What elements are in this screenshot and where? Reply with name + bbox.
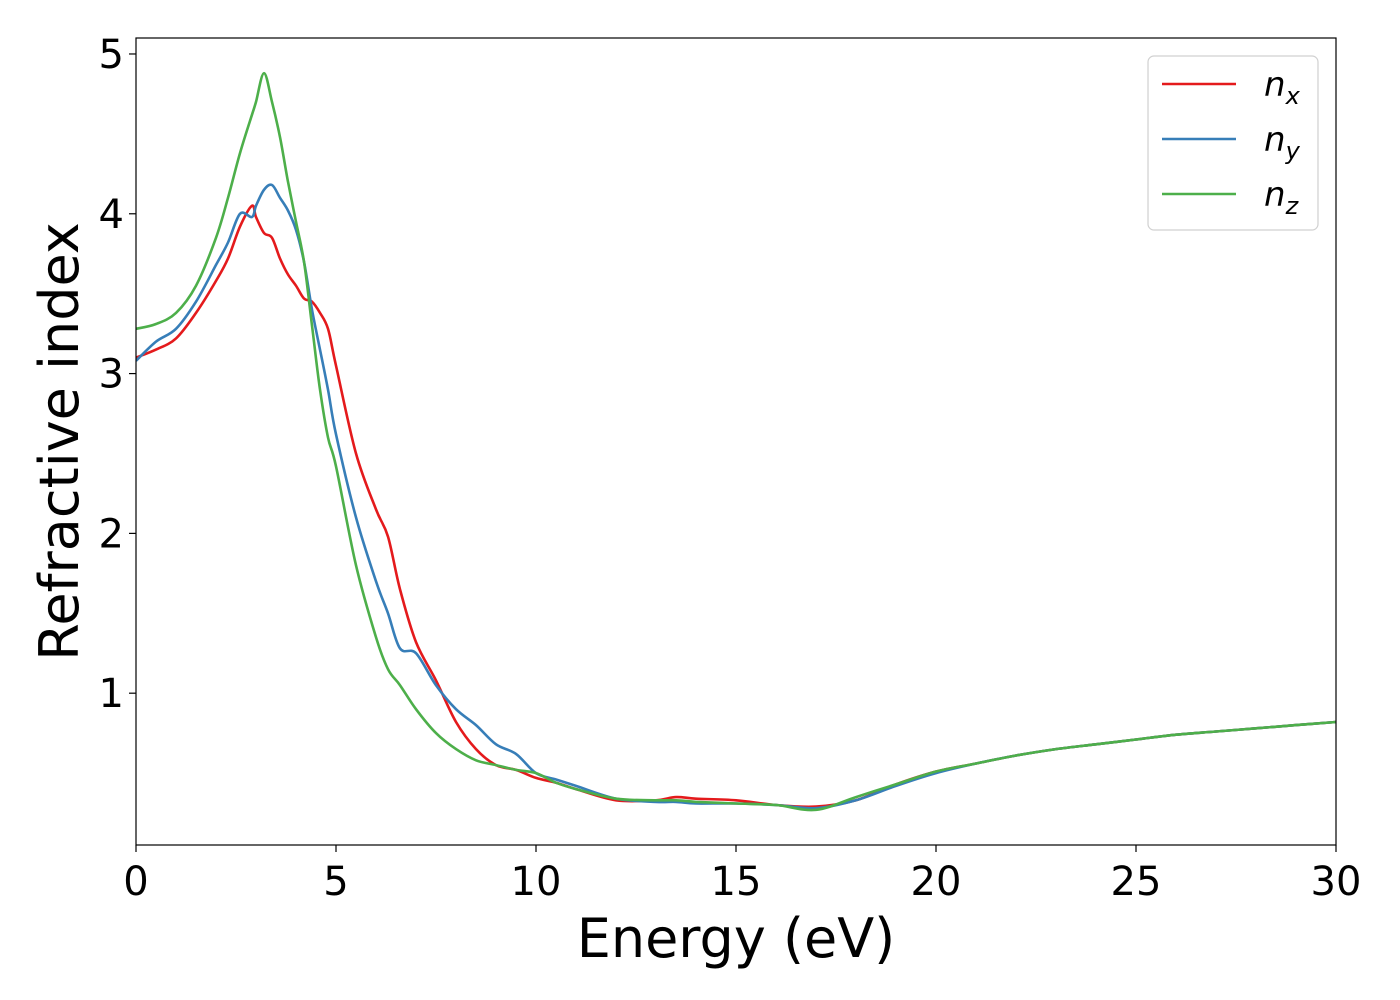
y-tick-label: 1 xyxy=(99,671,124,717)
y-tick-label: 2 xyxy=(99,511,124,557)
series-line-nz xyxy=(136,71,1336,812)
y-tick-label: 3 xyxy=(99,352,124,398)
x-tick-label: 10 xyxy=(511,859,562,905)
x-tick-label: 20 xyxy=(911,859,962,905)
legend-label-nx: nx xyxy=(1264,65,1301,110)
plot-area xyxy=(136,71,1336,812)
x-axis-label: Energy (eV) xyxy=(577,907,896,970)
series-line-ny xyxy=(136,183,1336,810)
legend-label-ny: ny xyxy=(1264,120,1301,165)
x-tick-label: 30 xyxy=(1311,859,1362,905)
y-tick-label: 4 xyxy=(99,192,124,238)
x-tick-label: 5 xyxy=(323,859,348,905)
y-tick-label: 5 xyxy=(99,32,124,78)
legend-box xyxy=(1147,55,1319,231)
series-line-nx xyxy=(136,204,1336,809)
legend-label-nz: nz xyxy=(1264,175,1300,220)
legend: nx ny nz xyxy=(1147,55,1319,231)
x-axis-ticks: 0 5 10 15 20 25 30 xyxy=(123,845,1361,905)
y-axis-label: Refractive index xyxy=(28,222,91,661)
y-axis-ticks: 1 2 3 4 5 xyxy=(99,32,136,717)
x-tick-label: 15 xyxy=(711,859,762,905)
x-tick-label: 0 xyxy=(123,859,148,905)
x-tick-label: 25 xyxy=(1111,859,1162,905)
